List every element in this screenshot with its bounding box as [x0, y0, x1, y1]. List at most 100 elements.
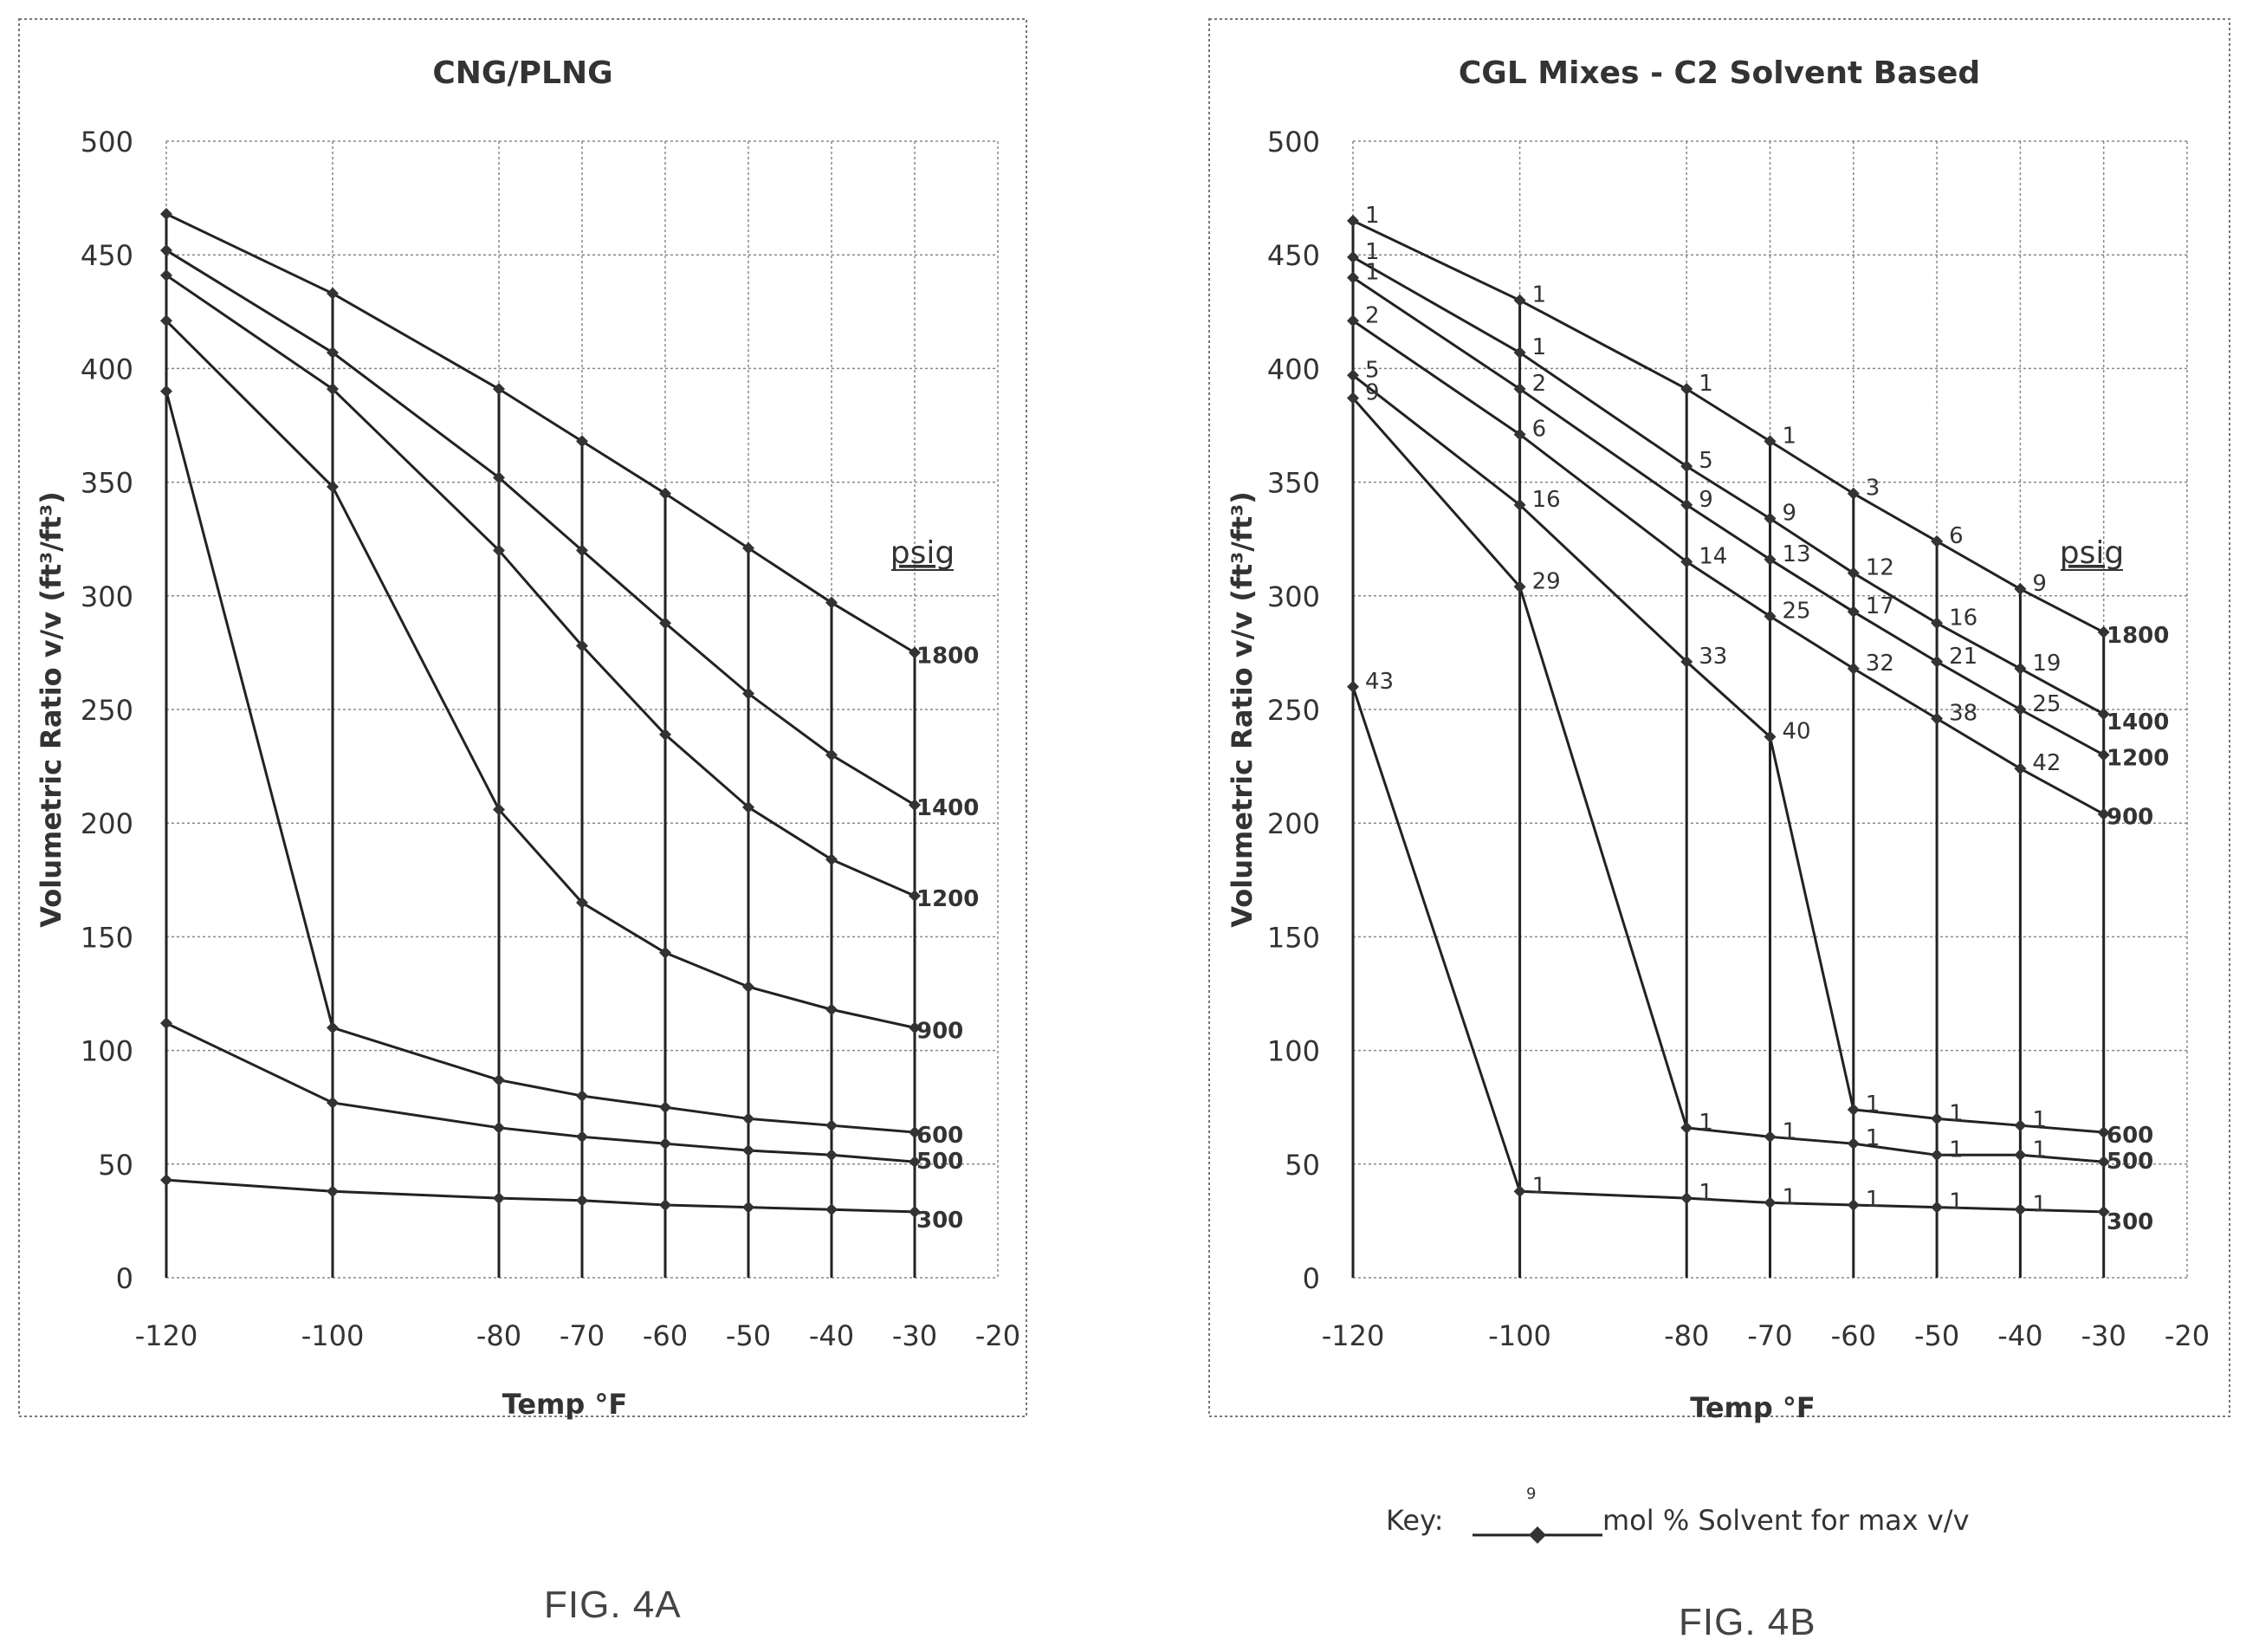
- data-point: [1513, 428, 1526, 441]
- point-label: 9: [2032, 571, 2047, 597]
- data-point: [1347, 271, 1359, 284]
- data-point: [1764, 730, 1777, 743]
- series-line: [165, 249, 916, 807]
- data-point: [1847, 1137, 1860, 1150]
- y-tick-label: 350: [1267, 467, 1320, 500]
- y-tick-label: 500: [81, 126, 133, 159]
- point-label: 17: [1866, 593, 1894, 619]
- series-end-label: 900: [2107, 805, 2153, 831]
- point-label: 9: [1699, 487, 1713, 513]
- y-axis-label: Volumetric Ratio v/v (ft³/ft³): [1226, 491, 1259, 928]
- series-300: 300: [160, 1174, 963, 1234]
- point-label: 25: [1783, 598, 1811, 624]
- data-point: [327, 383, 339, 396]
- data-point: [1931, 1149, 1944, 1162]
- point-label: 5: [1365, 357, 1380, 383]
- point-label: 1: [1949, 1100, 1964, 1126]
- data-point: [659, 487, 671, 500]
- point-label: 1: [1783, 1184, 1797, 1210]
- point-label: 42: [2032, 750, 2061, 776]
- point-label: 1: [1532, 282, 1547, 308]
- data-point: [1680, 655, 1693, 668]
- point-label: 1: [1949, 1137, 1964, 1163]
- series-end-label: 600: [2107, 1123, 2153, 1149]
- data-point: [742, 1112, 754, 1125]
- x-tick-label: -120: [1322, 1319, 1385, 1352]
- series-end-label: 1800: [2107, 623, 2169, 649]
- data-point: [1847, 487, 1860, 500]
- x-tick-label: -50: [726, 1319, 771, 1352]
- point-label: 38: [1949, 700, 1977, 726]
- data-point: [1680, 1121, 1693, 1134]
- series-line: [1351, 397, 2104, 1163]
- data-point: [2014, 582, 2027, 595]
- series-500: 9 29 1 1 1 1 1 500: [1347, 380, 2153, 1175]
- data-point: [160, 385, 172, 398]
- chart-frame: [1208, 18, 2230, 1417]
- x-tick-label: -100: [301, 1319, 365, 1352]
- x-axis-label: Temp °F: [502, 1388, 628, 1421]
- data-point: [1931, 534, 1944, 547]
- point-label: 1: [1699, 1180, 1713, 1206]
- data-point: [1764, 610, 1777, 623]
- data-point: [909, 1126, 921, 1139]
- y-tick-label: 50: [1285, 1149, 1320, 1182]
- point-label: 40: [1783, 718, 1811, 744]
- data-point: [2014, 703, 2027, 716]
- point-label: 1: [1783, 423, 1797, 449]
- data-point: [1764, 435, 1777, 448]
- series-line: [165, 1021, 916, 1163]
- data-point: [659, 946, 671, 959]
- data-point: [742, 981, 754, 994]
- x-tick-label: -60: [643, 1319, 688, 1352]
- point-label: 16: [1532, 487, 1561, 513]
- data-point: [825, 1119, 838, 1132]
- data-point: [160, 314, 172, 327]
- series-1200: 1200: [160, 269, 979, 912]
- point-label: 9: [1783, 501, 1797, 527]
- x-tick-label: -80: [476, 1319, 521, 1352]
- data-point: [1513, 1185, 1526, 1198]
- point-label: 1: [1365, 259, 1380, 285]
- point-label: 6: [1532, 416, 1547, 442]
- data-point: [742, 687, 754, 700]
- data-point: [2097, 1205, 2110, 1218]
- x-tick-label: -60: [1831, 1319, 1876, 1352]
- data-point: [1347, 250, 1359, 263]
- point-label: 43: [1365, 669, 1394, 695]
- data-point: [742, 800, 754, 813]
- x-tick-label: -70: [560, 1319, 605, 1352]
- point-label: 3: [1866, 476, 1880, 502]
- data-point: [1847, 567, 1860, 580]
- data-point: [327, 347, 339, 360]
- y-tick-label: 0: [116, 1262, 133, 1295]
- data-point: [1347, 680, 1359, 693]
- data-point: [327, 1021, 339, 1034]
- data-point: [160, 1174, 172, 1187]
- data-point: [742, 1201, 754, 1214]
- y-tick-label: 150: [81, 921, 133, 954]
- point-label: 2: [1365, 302, 1380, 328]
- series-line: [165, 320, 916, 1029]
- point-label: 1: [1866, 1125, 1880, 1151]
- point-label: 29: [1532, 568, 1561, 594]
- chart-key: Key: 9 mol % Solvent for max v/v: [1386, 1485, 1992, 1551]
- x-tick-label: -70: [1747, 1319, 1792, 1352]
- point-label: 2: [1532, 371, 1547, 397]
- y-tick-label: 300: [1267, 580, 1320, 613]
- series-end-label: 500: [916, 1149, 963, 1175]
- series-end-label: 1400: [916, 795, 979, 821]
- data-point: [576, 1130, 588, 1143]
- caption-fig-4a: FIG. 4A: [544, 1584, 682, 1626]
- data-point: [576, 435, 588, 448]
- point-label: 1: [1365, 203, 1380, 229]
- series-end-label: 600: [916, 1123, 963, 1149]
- data-point: [1680, 460, 1693, 473]
- data-point: [576, 639, 588, 652]
- chart-frame: [18, 18, 1027, 1417]
- data-point: [2014, 1119, 2027, 1132]
- y-tick-label: 400: [81, 353, 133, 385]
